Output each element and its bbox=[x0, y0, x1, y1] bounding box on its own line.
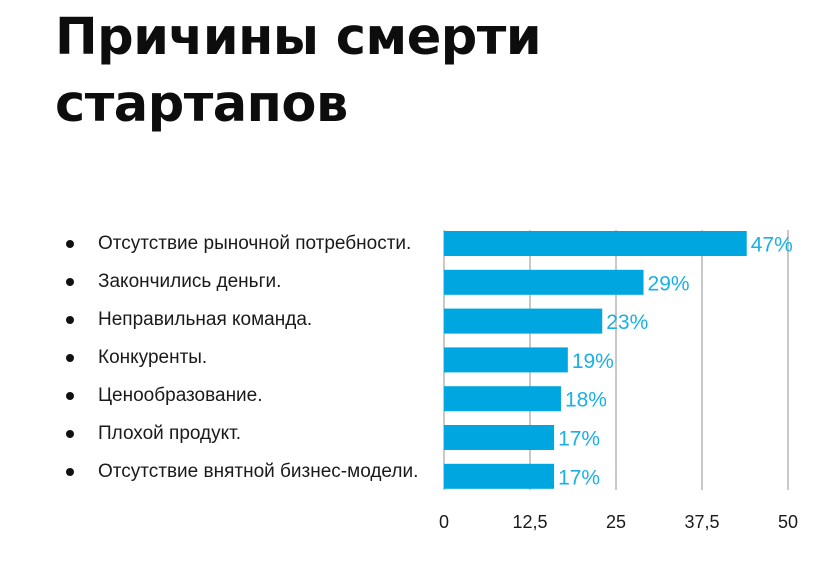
bar bbox=[444, 386, 561, 412]
reason-item: Отсутствие внятной бизнес-модели. bbox=[62, 458, 422, 485]
reason-item: Неправильная команда. bbox=[62, 306, 422, 333]
reason-text: Ценообразование. bbox=[98, 385, 263, 406]
bar-value-label: 23% bbox=[606, 311, 648, 334]
bar bbox=[444, 347, 568, 373]
reason-text: Отсутствие рыночной потребности. bbox=[98, 233, 412, 254]
reason-text: Плохой продукт. bbox=[98, 423, 242, 444]
x-tick-label: 25 bbox=[606, 512, 626, 532]
bar bbox=[444, 425, 555, 450]
bar-value-label: 47% bbox=[751, 234, 793, 257]
bar-value-label: 19% bbox=[572, 350, 614, 373]
x-tick-label: 12,5 bbox=[512, 512, 547, 532]
x-tick-label: 50 bbox=[778, 512, 798, 532]
page-title: Причины смерти стартапов bbox=[55, 8, 542, 134]
reason-text: Конкуренты. bbox=[98, 347, 208, 368]
reason-item: Отсутствие рыночной потребности. bbox=[62, 230, 422, 257]
bar-value-label: 18% bbox=[565, 389, 607, 412]
reason-item: Плохой продукт. bbox=[62, 420, 422, 447]
x-tick-label: 0 bbox=[439, 512, 449, 532]
reason-item: Конкуренты. bbox=[62, 344, 422, 371]
bar-value-label: 17% bbox=[558, 466, 600, 489]
bar-value-label: 29% bbox=[648, 272, 690, 295]
bar bbox=[444, 463, 555, 489]
bar bbox=[444, 308, 603, 334]
reasons-list: Отсутствие рыночной потребности. Закончи… bbox=[62, 230, 422, 496]
bar bbox=[444, 231, 747, 256]
bar-value-label: 17% bbox=[558, 428, 600, 451]
reason-text: Закончились деньги. bbox=[98, 271, 282, 292]
reason-text: Неправильная команда. bbox=[98, 309, 313, 330]
reason-text: Отсутствие внятной бизнес-модели. bbox=[98, 461, 419, 482]
reason-item: Закончились деньги. bbox=[62, 268, 422, 295]
bar bbox=[444, 269, 644, 295]
x-tick-label: 37,5 bbox=[684, 512, 719, 532]
reason-item: Ценообразование. bbox=[62, 382, 422, 409]
